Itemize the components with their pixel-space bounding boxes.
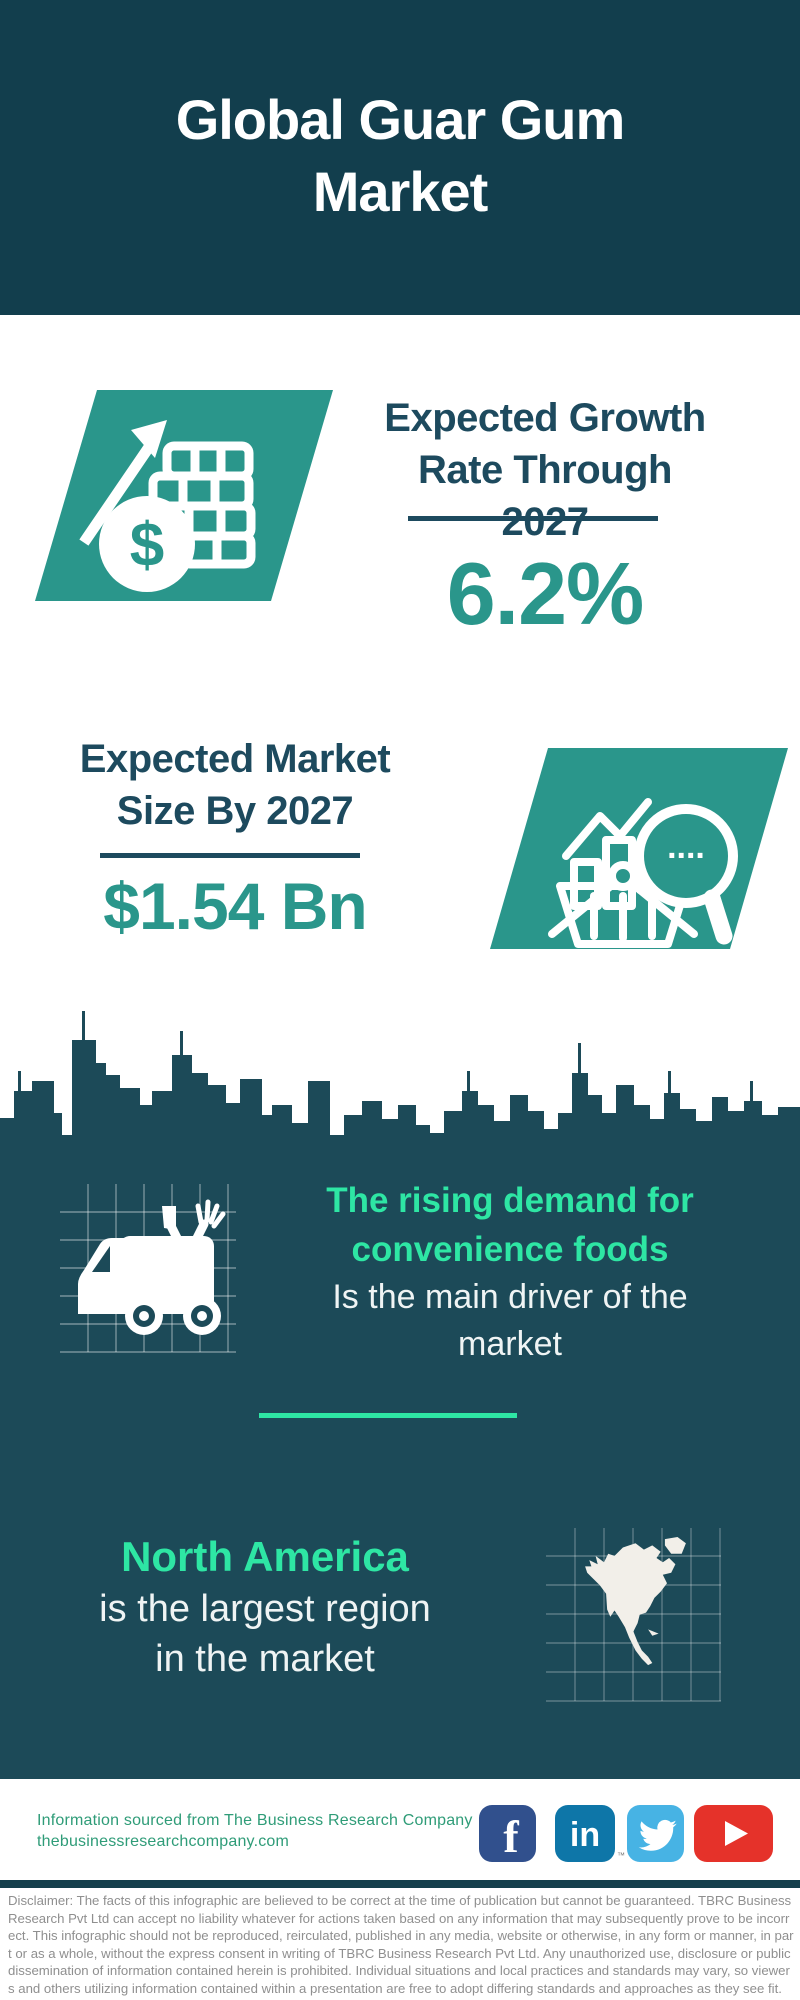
youtube-icon [725, 1821, 748, 1846]
driver-statement: The rising demand for convenience foods … [230, 1176, 790, 1368]
twitter-icon [638, 1819, 677, 1851]
dollar-coin [99, 496, 195, 592]
divider-bar [0, 1880, 800, 1888]
market-size-value: $1.54 Bn [103, 869, 367, 943]
linkedin-trademark: ™ [617, 1851, 625, 1860]
grid-lines [546, 1528, 721, 1702]
driver-highlight-line2: convenience foods [351, 1230, 669, 1269]
driver-rest-line2: market [458, 1325, 562, 1363]
knife-blade [162, 1206, 176, 1230]
linkedin-button[interactable]: in [555, 1805, 615, 1862]
driver-highlight-line1: The rising demand for [326, 1181, 694, 1220]
zigzag-arrow-icon [562, 798, 652, 860]
truck-icon [78, 1199, 226, 1335]
svg-text:in: in [570, 1816, 600, 1854]
driver-rest-line1: Is the main driver of the [332, 1278, 688, 1316]
region-statement: North America is the largest region in t… [10, 1530, 520, 1684]
source-note: Information sourced from The Business Re… [37, 1810, 477, 1852]
divider-line [408, 516, 658, 521]
growth-heading-line1: Expected Growth [384, 396, 706, 440]
magnifier-handle [703, 889, 733, 945]
cutlery-icon [165, 1219, 209, 1289]
page-title-line1: Global Guar Gum [175, 88, 626, 151]
arrowhead [131, 420, 167, 458]
market-analysis-icon: .... [490, 746, 790, 956]
twitter-button[interactable] [627, 1805, 684, 1862]
facebook-button[interactable]: f [479, 1805, 536, 1862]
source-line1: Information sourced from The Business Re… [37, 1812, 473, 1829]
food-delivery-truck-icon [60, 1184, 236, 1353]
dark-section: The rising demand for convenience foods … [0, 1150, 800, 1779]
page-title: Global Guar Gum Market [0, 84, 800, 228]
truck-window [92, 1246, 110, 1272]
region-highlight: North America [121, 1533, 409, 1580]
money-growth-icon: $ [35, 388, 335, 608]
header: Global Guar Gum Market [0, 0, 800, 315]
disclaimer-text: Disclaimer: The facts of this infographi… [8, 1893, 794, 1996]
page-title-line2: Market [312, 160, 489, 223]
fork-tines [195, 1199, 226, 1229]
growth-heading: Expected Growth Rate Through 2027 [380, 392, 710, 548]
basket-hub [608, 861, 638, 891]
market-size-heading-line2: Size By 2027 [116, 789, 354, 833]
svg-text:f: f [503, 1811, 519, 1862]
north-america-silhouette [585, 1537, 686, 1666]
divider-line [259, 1413, 517, 1418]
up-arrow-icon [79, 442, 155, 546]
market-size-heading-line1: Expected Market [79, 737, 391, 781]
youtube-button[interactable] [694, 1805, 773, 1862]
north-america-map [546, 1528, 721, 1702]
growth-rate-value: 6.2% [446, 544, 645, 643]
region-rest-line2: in the market [155, 1638, 375, 1680]
linkedin-icon: in [570, 1816, 600, 1854]
source-url[interactable]: thebusinessresearchcompany.com [37, 1833, 290, 1850]
magnifier-dots: .... [667, 828, 705, 866]
magnifier-icon [634, 804, 738, 908]
divider-line [100, 853, 360, 858]
market-size-heading: Expected Market Size By 2027 [65, 733, 405, 837]
facebook-icon: f [503, 1811, 519, 1862]
region-rest-line1: is the largest region [99, 1588, 431, 1630]
growth-heading-line2: Rate Through 2027 [418, 448, 672, 544]
city-skyline [0, 1011, 800, 1153]
dollar-glyph: $ [130, 511, 164, 580]
